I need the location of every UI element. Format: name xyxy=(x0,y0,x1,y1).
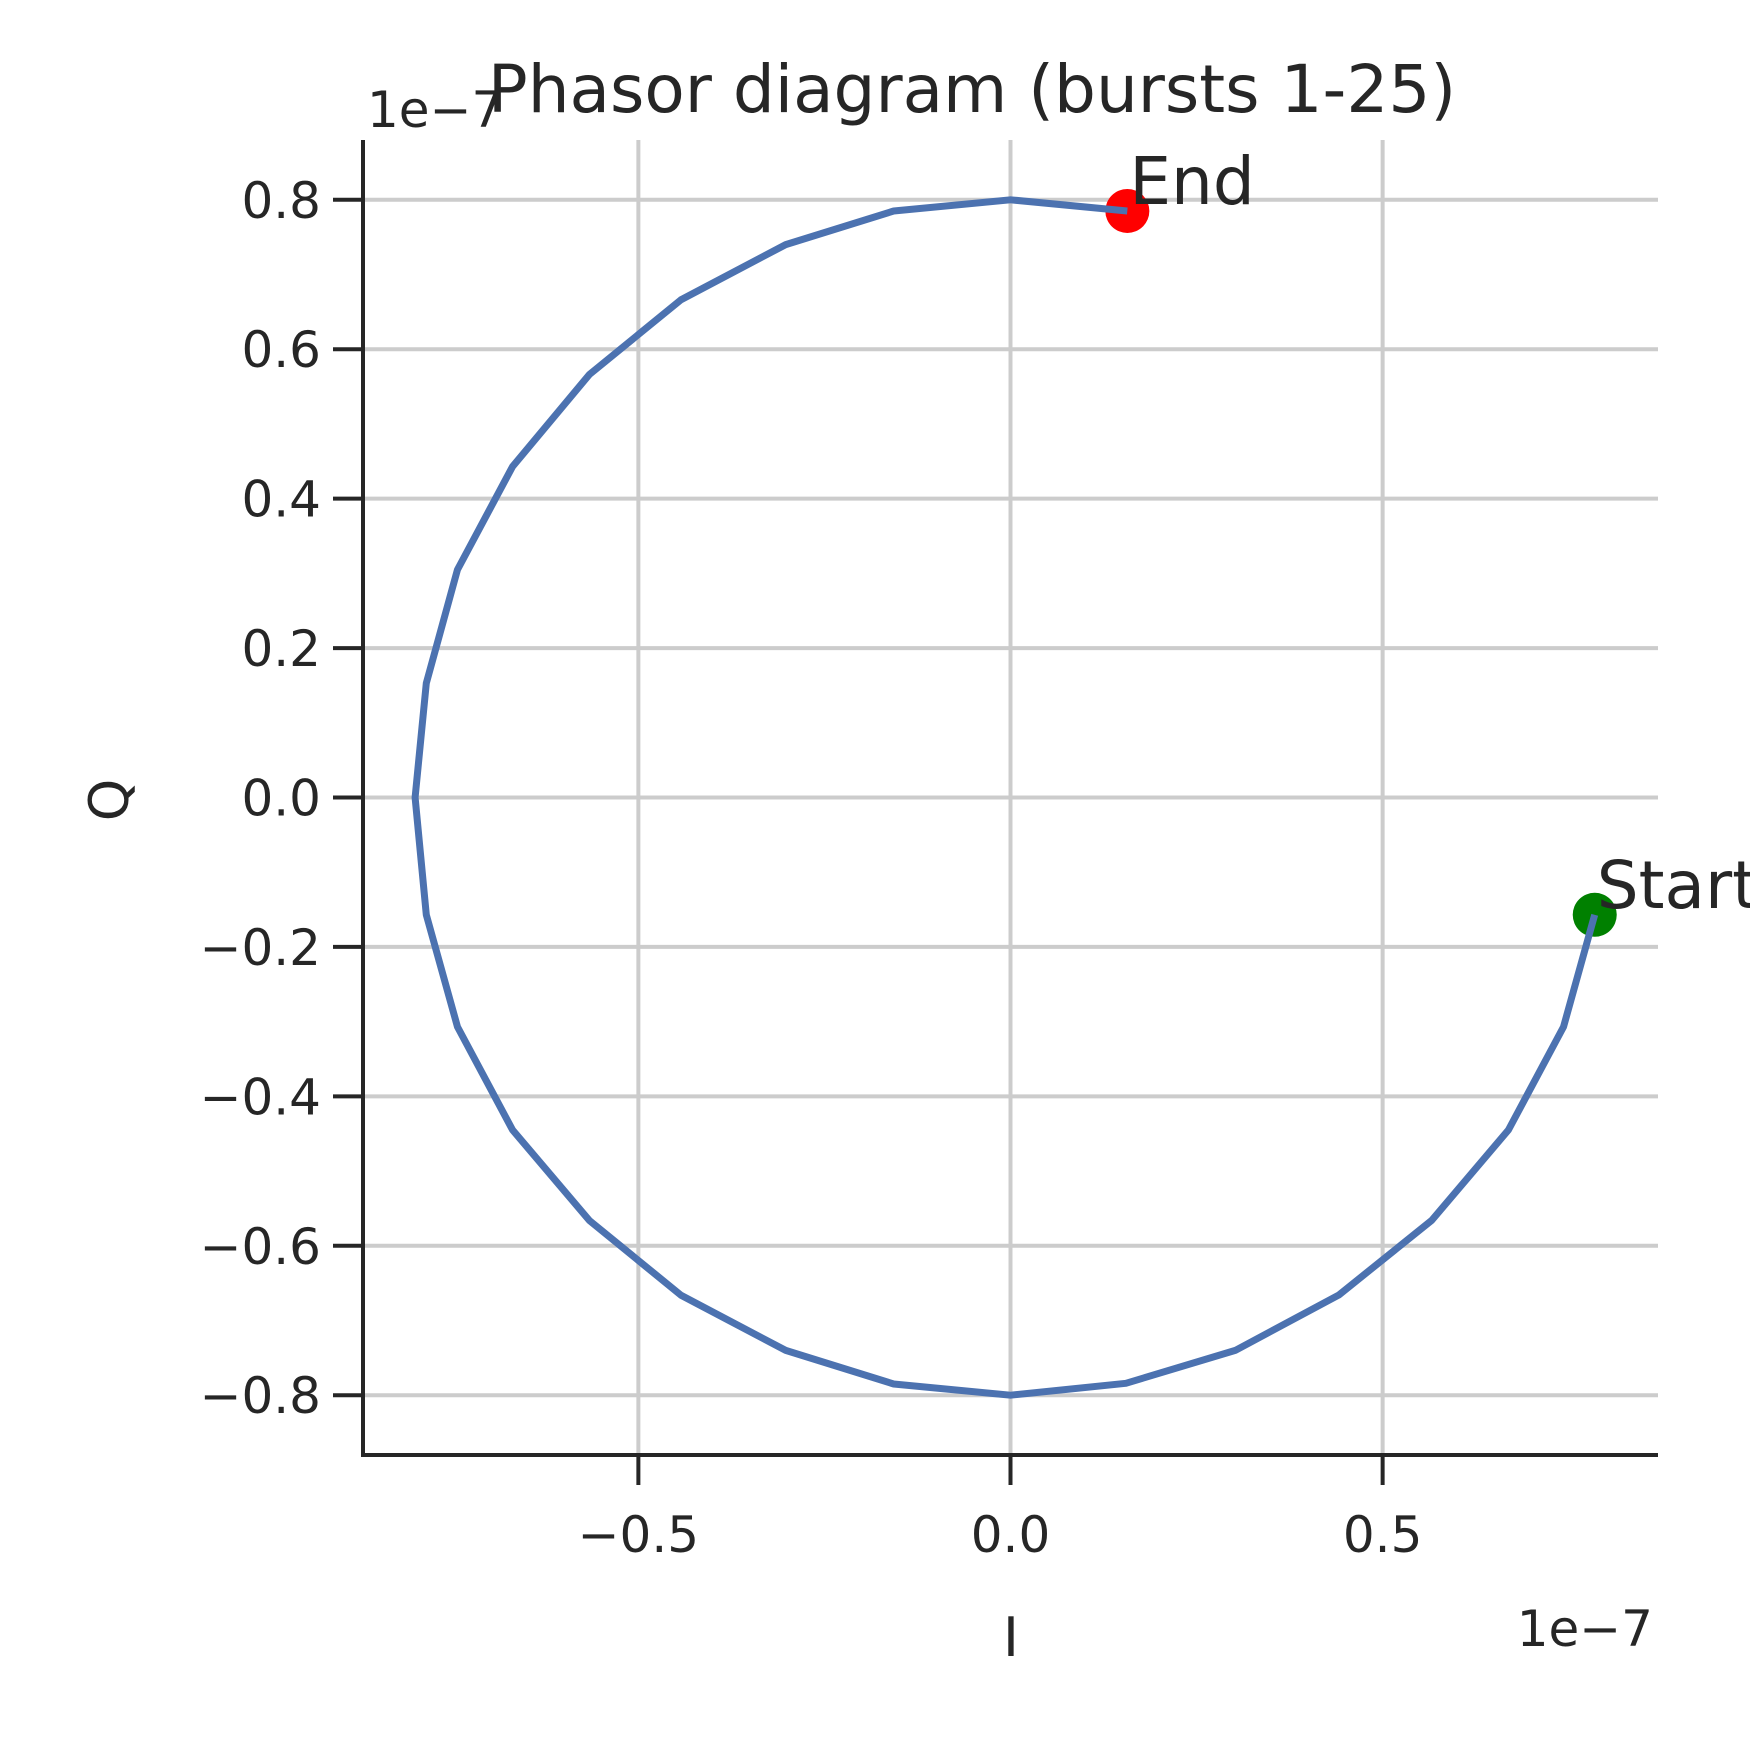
series-layer xyxy=(411,196,1599,1399)
y-ticks: −0.8 −0.6 −0.4 −0.2 0.0 0.2 0.4 0.6 0.8 xyxy=(200,172,363,1425)
end-marker xyxy=(1105,188,1150,233)
end-annotation: End xyxy=(1129,143,1254,220)
axis-spines xyxy=(361,140,1658,1457)
chart-title: Phasor diagram (bursts 1-25) xyxy=(488,51,1456,128)
axes xyxy=(361,140,1658,1457)
phasor-trajectory-line xyxy=(411,196,1599,1399)
y-tick-label: −0.8 xyxy=(200,1367,321,1425)
y-tick-label: 0.8 xyxy=(241,172,321,230)
y-tick-label: 0.2 xyxy=(241,620,321,678)
x-tick-label: 0.5 xyxy=(1343,1506,1423,1564)
start-annotation: Start xyxy=(1597,847,1750,924)
grid-lines xyxy=(363,140,1658,1455)
y-tick-label: 0.6 xyxy=(241,321,321,379)
x-tick-label: 0.0 xyxy=(971,1506,1051,1564)
y-offset-label: 1e−7 xyxy=(367,81,503,139)
x-axis-label: I xyxy=(1003,1606,1019,1669)
x-tick-label: −0.5 xyxy=(578,1506,699,1564)
y-tick-label: 0.0 xyxy=(241,770,321,828)
x-ticks: −0.5 0.0 0.5 xyxy=(578,1455,1423,1564)
y-tick-label: −0.4 xyxy=(200,1068,321,1126)
y-axis-label: Q xyxy=(78,779,141,822)
marker-layer: Start End xyxy=(1105,143,1750,937)
x-offset-label: 1e−7 xyxy=(1517,1600,1653,1658)
y-tick-label: −0.6 xyxy=(200,1218,321,1276)
y-tick-label: −0.2 xyxy=(200,919,321,977)
y-tick-label: 0.4 xyxy=(241,471,321,529)
start-marker xyxy=(1572,892,1617,937)
